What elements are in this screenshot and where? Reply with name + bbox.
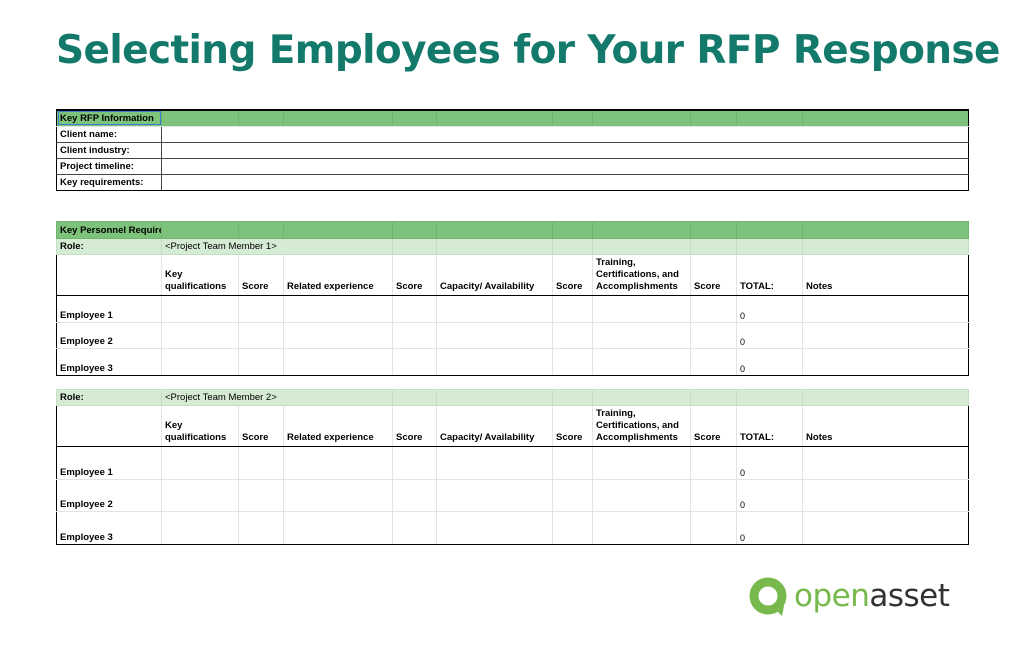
score-header[interactable]: Score (392, 405, 438, 447)
project-timeline-label[interactable]: Project timeline: (56, 157, 162, 175)
client-name-row: Client name: (56, 125, 969, 143)
client-industry-field[interactable] (161, 141, 969, 159)
key-qualifications-header[interactable]: Key qualifications (161, 254, 239, 296)
client-name-label[interactable]: Client name: (56, 125, 162, 143)
related-experience-header[interactable]: Related experience (282, 405, 394, 447)
project-timeline-field[interactable] (161, 157, 969, 175)
employee-name[interactable]: Employee 2 (56, 321, 162, 349)
employee-total[interactable]: 0 (736, 295, 803, 323)
employee-row: Employee 2 0 (56, 321, 969, 349)
notes-header[interactable]: Notes (802, 405, 970, 447)
employee-row: Employee 3 0 (56, 348, 969, 376)
key-qualifications-header[interactable]: Key qualifications (161, 405, 239, 447)
rfp-info-header-row: Key RFP Information (56, 109, 969, 127)
employee-total[interactable]: 0 (736, 348, 803, 376)
training-certifications-header[interactable]: Training, Certifications, and Accomplish… (592, 405, 692, 447)
key-personnel-header[interactable]: Key Personnel Required (56, 221, 162, 239)
employee-total[interactable]: 0 (736, 511, 804, 546)
employee-row: Employee 1 0 (56, 446, 970, 480)
role-value[interactable]: <Project Team Member 2> (160, 389, 394, 406)
page-title: Selecting Employees for Your RFP Respons… (56, 28, 1000, 73)
score-header[interactable]: Score (392, 254, 437, 296)
project-timeline-row: Project timeline: (56, 157, 969, 175)
score-header[interactable]: Score (552, 405, 594, 447)
total-header[interactable]: TOTAL: (736, 254, 803, 296)
employee-notes[interactable] (802, 478, 970, 513)
score-header[interactable]: Score (552, 254, 593, 296)
openasset-wordmark: openasset (794, 578, 950, 614)
employee-row: Employee 1 0 (56, 295, 969, 323)
employee-row: Employee 2 0 (56, 478, 970, 513)
role-row: Role: <Project Team Member 2> (56, 389, 970, 406)
key-personnel-table-role-2: Role: <Project Team Member 2> Key qualif… (56, 389, 970, 546)
rfp-info-header[interactable]: Key RFP Information (56, 109, 162, 127)
employee-notes[interactable] (802, 295, 969, 323)
key-rfp-information-table: Key RFP Information Client name: Client … (56, 109, 969, 191)
training-certifications-header[interactable]: Training, Certifications, and Accomplish… (592, 254, 691, 296)
column-header-row: Key qualifications Score Related experie… (56, 254, 969, 296)
employee-notes[interactable] (802, 348, 969, 376)
employee-notes[interactable] (802, 321, 969, 349)
role-row: Role: <Project Team Member 1> (56, 238, 969, 255)
score-header[interactable]: Score (690, 254, 737, 296)
key-personnel-header-row: Key Personnel Required (56, 221, 969, 239)
key-personnel-table-role-1: Key Personnel Required Role: <Project Te… (56, 221, 969, 376)
score-header[interactable]: Score (238, 405, 284, 447)
employee-total[interactable]: 0 (736, 321, 803, 349)
openasset-logo-icon (749, 577, 787, 616)
key-requirements-label[interactable]: Key requirements: (56, 173, 162, 191)
employee-name[interactable]: Employee 1 (56, 295, 162, 323)
key-requirements-field[interactable] (161, 173, 969, 191)
employee-name[interactable]: Employee 2 (56, 478, 162, 513)
total-header[interactable]: TOTAL: (736, 405, 804, 447)
column-header-row: Key qualifications Score Related experie… (56, 405, 970, 447)
employee-name[interactable]: Employee 3 (56, 511, 162, 546)
role-label[interactable]: Role: (56, 238, 162, 255)
employee-row: Employee 3 0 (56, 511, 970, 546)
employee-notes[interactable] (802, 446, 970, 480)
employee-total[interactable]: 0 (736, 478, 804, 513)
role-value[interactable]: <Project Team Member 1> (161, 238, 393, 255)
role-label[interactable]: Role: (56, 389, 162, 406)
key-requirements-row: Key requirements: (56, 173, 969, 191)
client-name-field[interactable] (161, 125, 969, 143)
related-experience-header[interactable]: Related experience (283, 254, 393, 296)
notes-header[interactable]: Notes (802, 254, 969, 296)
client-industry-label[interactable]: Client industry: (56, 141, 162, 159)
employee-total[interactable]: 0 (736, 446, 804, 480)
employee-name[interactable]: Employee 3 (56, 348, 162, 376)
client-industry-row: Client industry: (56, 141, 969, 159)
score-header[interactable]: Score (690, 405, 738, 447)
capacity-availability-header[interactable]: Capacity/ Availability (436, 254, 553, 296)
openasset-logo: openasset (748, 575, 950, 617)
employee-name[interactable]: Employee 1 (56, 446, 162, 480)
employee-notes[interactable] (802, 511, 970, 546)
score-header[interactable]: Score (238, 254, 284, 296)
capacity-availability-header[interactable]: Capacity/ Availability (436, 405, 554, 447)
